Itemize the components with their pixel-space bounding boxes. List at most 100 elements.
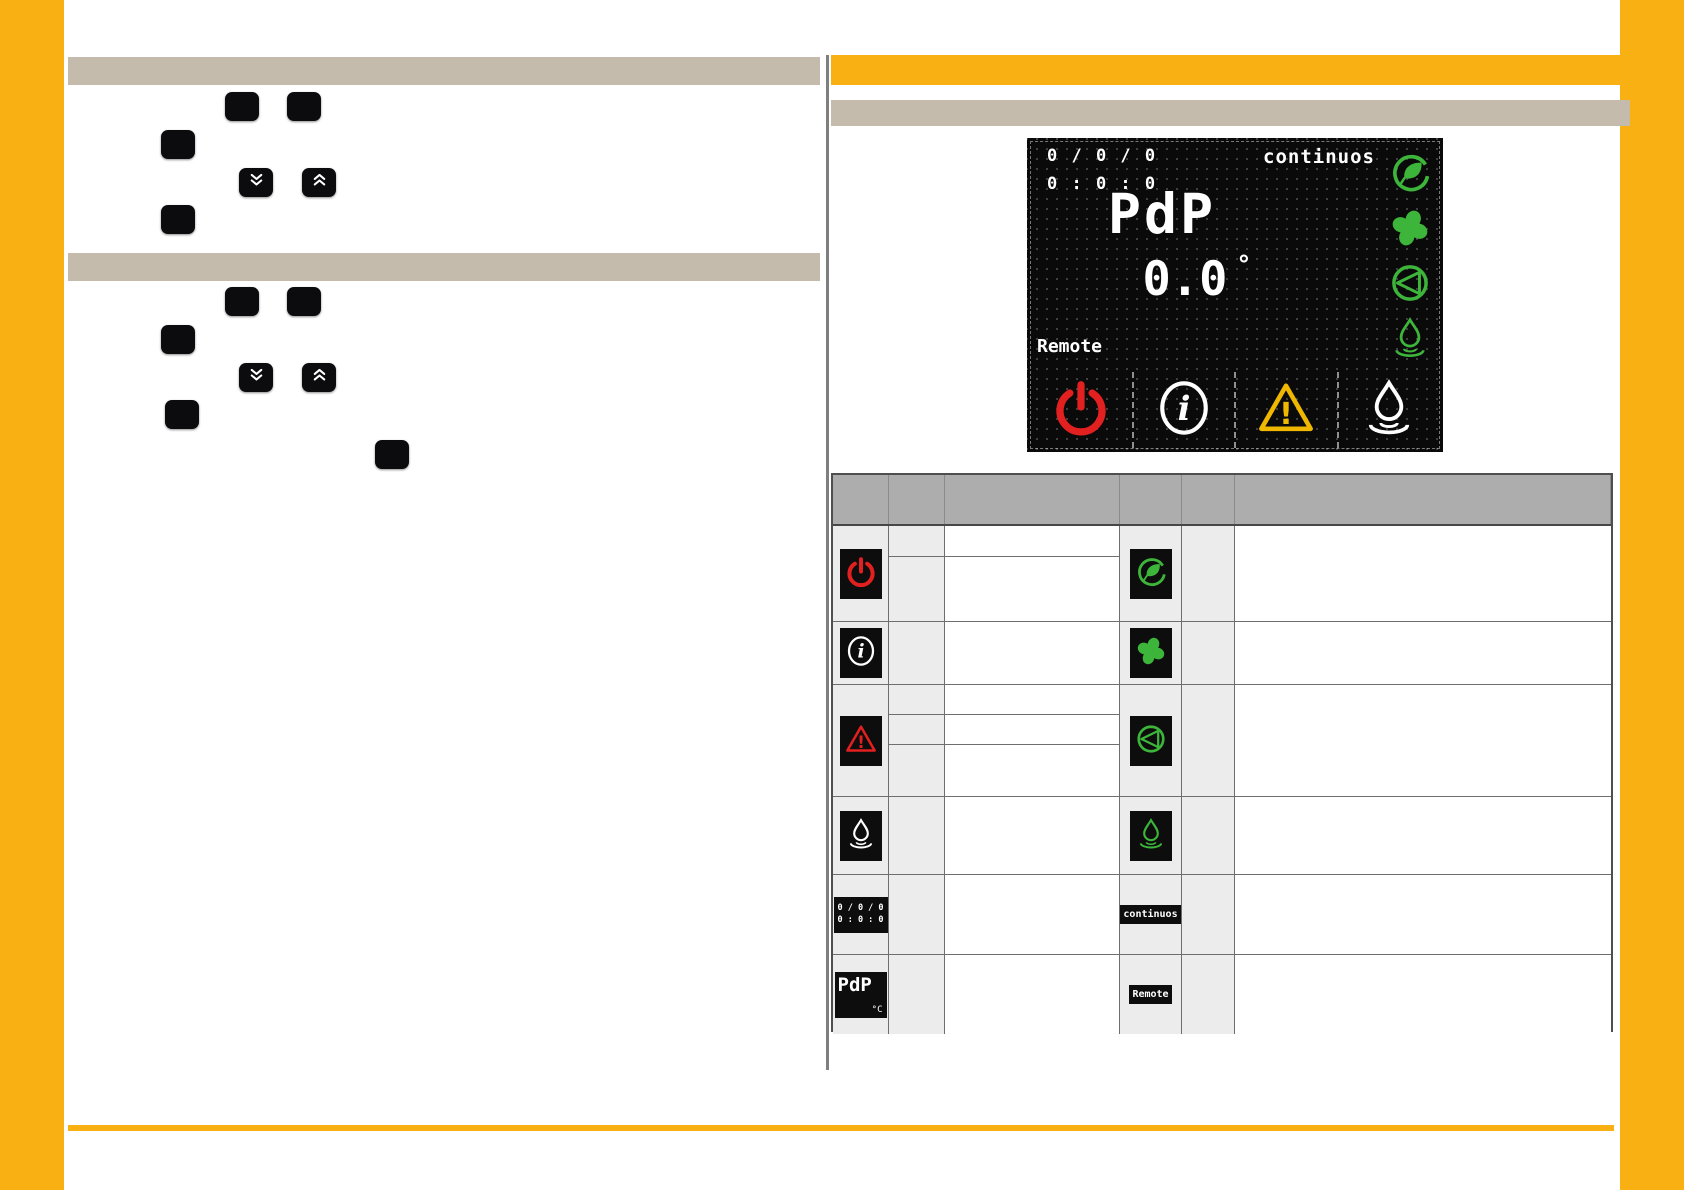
table-header-cell-6 [1235,475,1611,524]
display-time: 0 : 0 : 0 [1047,174,1158,194]
table-cell [945,797,1120,874]
device-button[interactable] [161,130,195,159]
warning-icon: ! [1257,377,1315,443]
lcd-time-line: 0 : 0 : 0 [837,914,884,925]
chevron-double-down-icon [247,366,266,389]
table-cell [1182,797,1235,874]
footer-orange-rule [68,1125,1614,1131]
table-cell [945,685,1120,796]
droplet-ripple-touch-button[interactable] [1336,372,1440,448]
table-cell [945,875,1120,954]
droplet-ripple-icon [1135,817,1167,855]
droplet-ripple-icon [845,817,877,855]
svg-text:i: i [1177,388,1190,428]
device-button[interactable] [161,325,195,354]
svg-text:i: i [857,641,864,663]
table-cell [1182,955,1235,1034]
table-cell [1235,955,1611,1034]
table-cell: Remote [1120,955,1182,1034]
pump-icon [1135,722,1167,760]
droplet-ripple-icon-tile [839,810,882,861]
chevron-double-up-icon [310,171,329,194]
display-screen-title: PdP [1107,182,1217,246]
fan-icon [1135,634,1167,672]
display-button-row: i! [1031,372,1439,448]
device-button[interactable] [225,92,259,121]
table-row [833,526,1611,622]
warning-touch-button[interactable]: ! [1234,372,1337,448]
table-row [833,797,1611,875]
chevron-double-up-icon [310,366,329,389]
table-header-cell-1 [833,475,889,524]
droplet-ripple-status-icon [1389,317,1431,359]
setpoint-lcd-tile: PdP °C [834,971,887,1018]
table-cell [1235,685,1611,796]
sub-row [889,715,944,745]
sub-row-group [945,685,1119,796]
table-cell [1235,797,1611,874]
table-cell [945,955,1120,1034]
warning-icon: ! [845,722,877,760]
device-button[interactable] [375,440,409,469]
power-icon [845,555,877,593]
pump-status-icon [1389,262,1431,304]
info-touch-button[interactable]: i [1131,372,1235,448]
chevron-double-down-button[interactable] [239,168,273,197]
table-cell [889,955,945,1034]
table-cell [1235,526,1611,621]
table-cell: continuos [1120,875,1182,954]
table-header-row [833,475,1611,526]
sub-row [945,526,1119,557]
left-orange-band [0,0,64,1190]
device-button[interactable] [225,287,259,316]
table-cell [1120,526,1182,621]
sub-row-group [945,526,1119,621]
droplet-ripple-icon-tile [1129,810,1172,861]
remote-badge: Remote [1129,985,1172,1004]
display-remote-label: Remote [1037,336,1103,357]
device-button[interactable] [287,92,321,121]
device-button[interactable] [287,287,321,316]
sub-row [945,715,1119,745]
power-icon [1052,377,1110,443]
table-cell [1235,875,1611,954]
table-cell [1182,526,1235,621]
leaf-icon-tile [1129,548,1172,599]
table-row: i [833,622,1611,685]
table-cell [1120,797,1182,874]
column-divider [826,55,829,1070]
table-cell [1182,622,1235,684]
leaf-status-icon [1389,152,1431,194]
controller-display: 0 / 0 / 0 0 : 0 : 0 continuos PdP 0.0 ° R… [1027,138,1443,452]
temperature-number: 0.0 [1142,252,1228,307]
table-cell: ! [833,685,889,796]
device-button[interactable] [165,400,199,429]
table-cell [889,622,945,684]
power-touch-button[interactable] [1031,372,1132,448]
info-icon: i [845,634,877,672]
sub-row-group [889,526,944,621]
table-cell [833,526,889,621]
table-cell [833,797,889,874]
table-header-cell-3 [945,475,1120,524]
table-row: ! [833,685,1611,797]
leaf-icon [1135,555,1167,593]
device-button[interactable] [161,205,195,234]
chevron-double-down-button[interactable] [239,363,273,392]
svg-text:!: ! [1279,397,1293,432]
table-cell [945,526,1120,621]
table-header-cell-4 [1120,475,1182,524]
info-icon: i [1155,377,1213,443]
chevron-double-up-button[interactable] [302,363,336,392]
table-cell [889,875,945,954]
table-cell [889,526,945,621]
table-cell [1182,875,1235,954]
display-temperature-value: 0.0 ° [1087,250,1307,307]
table-cell [1235,622,1611,684]
table-cell [945,622,1120,684]
chevron-double-up-button[interactable] [302,168,336,197]
chevron-double-down-icon [247,171,266,194]
